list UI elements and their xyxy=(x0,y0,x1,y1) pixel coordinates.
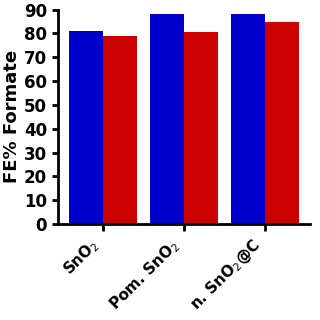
Bar xyxy=(265,21,299,224)
Bar xyxy=(184,32,218,224)
Bar xyxy=(231,14,265,224)
Y-axis label: FE% Formate: FE% Formate xyxy=(3,50,21,183)
Bar xyxy=(103,36,137,224)
Bar xyxy=(69,31,103,224)
Bar xyxy=(150,14,184,224)
